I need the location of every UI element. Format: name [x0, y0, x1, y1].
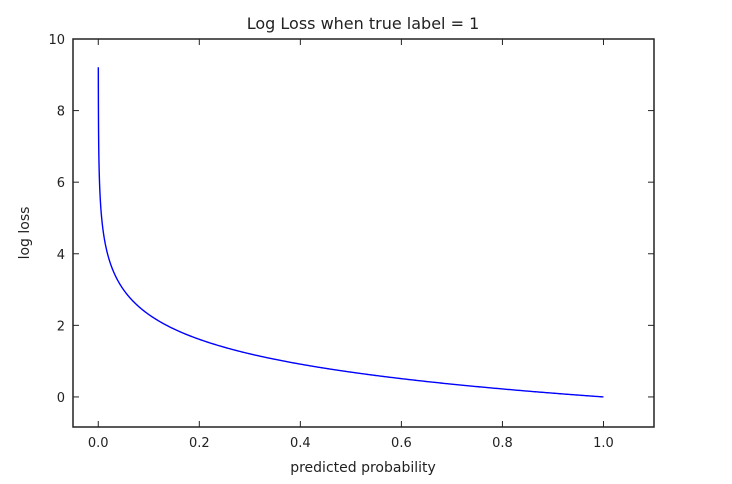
x-tick-label: 1.0	[593, 436, 614, 451]
y-tick-label: 4	[57, 248, 65, 263]
y-tick-label: 0	[57, 391, 65, 406]
x-tick-label: 0.0	[88, 436, 109, 451]
y-axis-label: log loss	[17, 207, 33, 260]
x-tick-label: 0.6	[391, 436, 412, 451]
axes-frame	[72, 38, 655, 428]
x-axis-ticks: 0.0 0.2 0.4 0.6 0.8 1.0	[88, 39, 614, 451]
x-tick-label: 0.8	[492, 436, 513, 451]
y-tick-label: 8	[57, 105, 65, 120]
y-axis-ticks: 0 2 4 6 8 10	[48, 33, 654, 406]
y-tick-label: 10	[48, 33, 65, 48]
series-line-0	[97, 67, 604, 398]
x-axis-label: predicted probability	[290, 460, 436, 476]
chart-title: Log Loss when true label = 1	[247, 14, 480, 33]
x-tick-label: 0.2	[189, 436, 210, 451]
x-tick-label: 0.4	[290, 436, 311, 451]
y-tick-label: 6	[57, 176, 65, 191]
y-tick-label: 2	[57, 319, 65, 334]
plot-area	[97, 67, 604, 398]
